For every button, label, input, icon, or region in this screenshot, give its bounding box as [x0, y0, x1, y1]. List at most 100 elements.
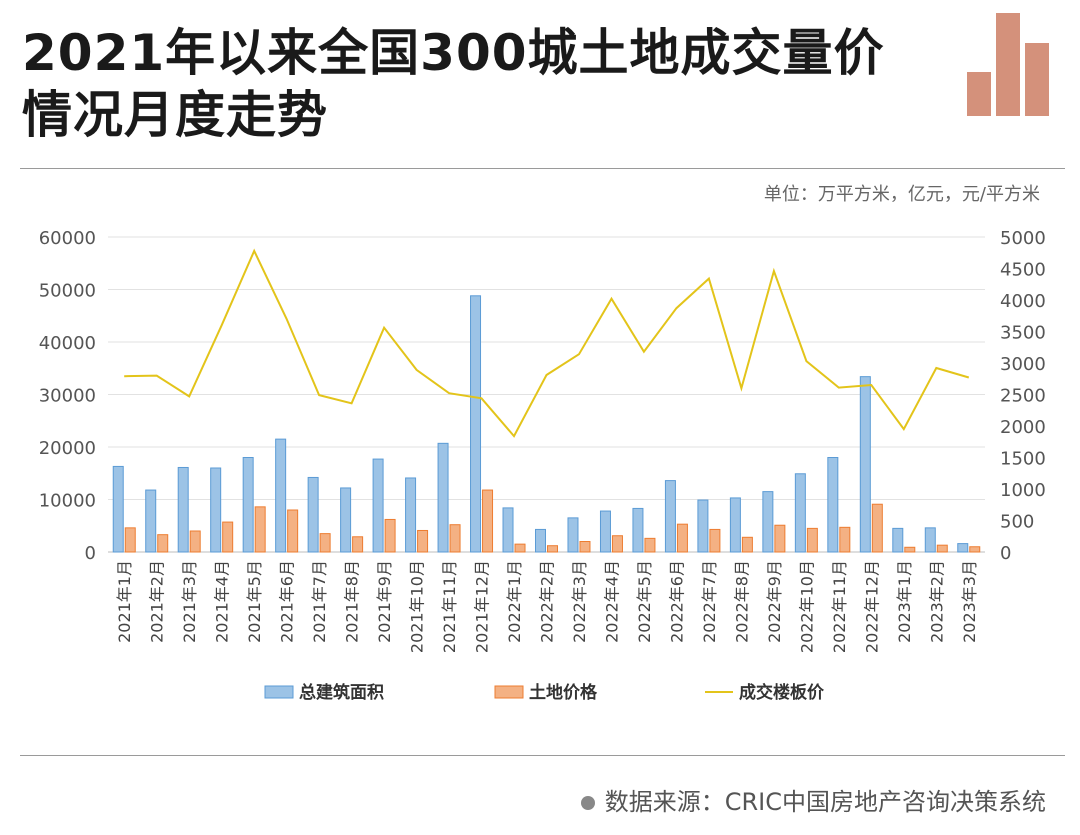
- right-tick-label: 1500: [1000, 449, 1046, 470]
- x-tick-label: 2022年3月: [570, 560, 589, 643]
- right-tick-label: 3000: [1000, 354, 1046, 375]
- area-bar: [112, 465, 124, 553]
- x-tick-label: 2022年4月: [602, 560, 621, 643]
- price-bar: [579, 541, 591, 553]
- area-bar: [372, 458, 384, 553]
- footer-divider: [20, 755, 1065, 756]
- price-bar: [839, 526, 851, 553]
- x-tick-label: 2022年5月: [635, 560, 654, 643]
- price-bar: [611, 535, 623, 553]
- x-tick-label: 2021年2月: [148, 560, 167, 643]
- x-tick-label: 2021年5月: [245, 560, 264, 643]
- price-bar: [969, 546, 981, 553]
- price-bar: [157, 534, 169, 553]
- x-tick-label: 2021年7月: [310, 560, 329, 643]
- price-bar: [417, 529, 429, 553]
- area-bar: [405, 477, 417, 553]
- x-tick-label: 2021年8月: [343, 560, 362, 643]
- area-bar: [567, 517, 579, 553]
- right-tick-label: 4000: [1000, 291, 1046, 312]
- legend-swatch: [494, 685, 524, 699]
- area-bar: [827, 457, 839, 553]
- price-bar: [287, 509, 299, 553]
- area-bar: [502, 507, 514, 553]
- area-bar: [697, 499, 709, 553]
- bars: [112, 295, 981, 553]
- bullet-icon: [580, 796, 595, 810]
- area-bar: [794, 473, 806, 553]
- right-tick-label: 3500: [1000, 323, 1046, 344]
- area-bar: [632, 507, 644, 553]
- x-tick-label: 2022年8月: [732, 560, 751, 643]
- right-tick-label: 500: [1000, 512, 1034, 533]
- area-bar: [535, 528, 546, 553]
- area-bar: [762, 491, 774, 553]
- left-tick-label: 10000: [39, 491, 96, 512]
- price-bar: [514, 543, 526, 553]
- area-bar: [210, 467, 222, 553]
- left-tick-label: 60000: [39, 228, 96, 249]
- x-tick-label: 2023年1月: [895, 560, 914, 643]
- price-bar: [806, 527, 818, 553]
- x-axis-labels: 2021年1月 2021年2月 2021年3月 2021年4月 2021年5月 2021年…: [115, 560, 979, 653]
- x-tick-label: 2021年10月: [408, 560, 427, 653]
- area-bar: [957, 543, 969, 553]
- legend-label: 成交楼板价: [739, 682, 825, 703]
- area-bar: [599, 510, 611, 553]
- area-bar: [470, 295, 482, 553]
- area-bar: [275, 438, 287, 553]
- right-tick-label: 4500: [1000, 260, 1046, 281]
- x-tick-label: 2022年7月: [700, 560, 719, 643]
- left-tick-label: 40000: [39, 333, 96, 354]
- gridlines: [108, 236, 985, 553]
- chart: 0 10000 20000 30000 40000 50000 60000 0 500 1000…: [39, 228, 1046, 703]
- x-tick-label: 2021年12月: [473, 560, 492, 653]
- price-bar: [124, 527, 136, 553]
- area-bar: [664, 480, 676, 553]
- area-bar: [437, 442, 449, 553]
- left-tick-label: 20000: [39, 438, 96, 459]
- price-bar: [449, 524, 461, 553]
- legend-label: 土地价格: [529, 682, 598, 703]
- x-tick-label: 2022年9月: [765, 560, 784, 643]
- area-bar: [924, 527, 936, 553]
- right-tick-label: 1000: [1000, 480, 1046, 501]
- right-tick-label: 5000: [1000, 228, 1046, 249]
- x-tick-label: 2022年6月: [667, 560, 686, 643]
- x-tick-label: 2022年10月: [797, 560, 816, 653]
- right-axis-ticks: 0 500 1000 1500 2000 2500 3000 3500 4000 4500 5000: [1000, 228, 1046, 564]
- area-bar: [307, 476, 319, 553]
- source-text: 数据来源：CRIC中国房地产咨询决策系统: [604, 788, 1046, 816]
- price-bar: [741, 536, 753, 553]
- price-bar: [709, 528, 721, 553]
- price-bar: [936, 544, 948, 553]
- price-bar: [904, 546, 916, 553]
- price-bar: [254, 506, 266, 553]
- bar-chart-logo-icon: [967, 13, 1049, 116]
- price-bar: [547, 545, 558, 553]
- price-bar: [644, 537, 656, 553]
- x-tick-label: 2022年12月: [862, 560, 881, 653]
- price-bar: [482, 489, 494, 553]
- price-bar: [774, 524, 786, 553]
- right-tick-label: 2500: [1000, 386, 1046, 407]
- price-bar: [384, 518, 396, 553]
- floor-price-line-group: [124, 248, 970, 438]
- source-note: 数据来源：CRIC中国房地产咨询决策系统: [580, 782, 1046, 817]
- x-tick-label: 2021年1月: [115, 560, 134, 643]
- left-axis-ticks: 0 10000 20000 30000 40000 50000 60000: [39, 228, 96, 564]
- right-tick-label: 2000: [1000, 417, 1046, 438]
- page-title: 2021年以来全国300城土地成交量价情况月度走势: [22, 24, 885, 144]
- area-bar: [729, 497, 741, 553]
- price-bar: [871, 503, 883, 553]
- price-bar: [352, 536, 364, 553]
- area-bar: [145, 489, 157, 553]
- x-tick-label: 2021年4月: [213, 560, 232, 643]
- x-tick-label: 2023年2月: [927, 560, 946, 643]
- x-tick-label: 2023年3月: [960, 560, 979, 643]
- price-bar: [222, 521, 234, 553]
- area-bar: [242, 457, 254, 553]
- x-tick-label: 2021年3月: [180, 560, 199, 643]
- legend-label: 总建筑面积: [299, 682, 384, 703]
- legend-swatch: [264, 685, 294, 699]
